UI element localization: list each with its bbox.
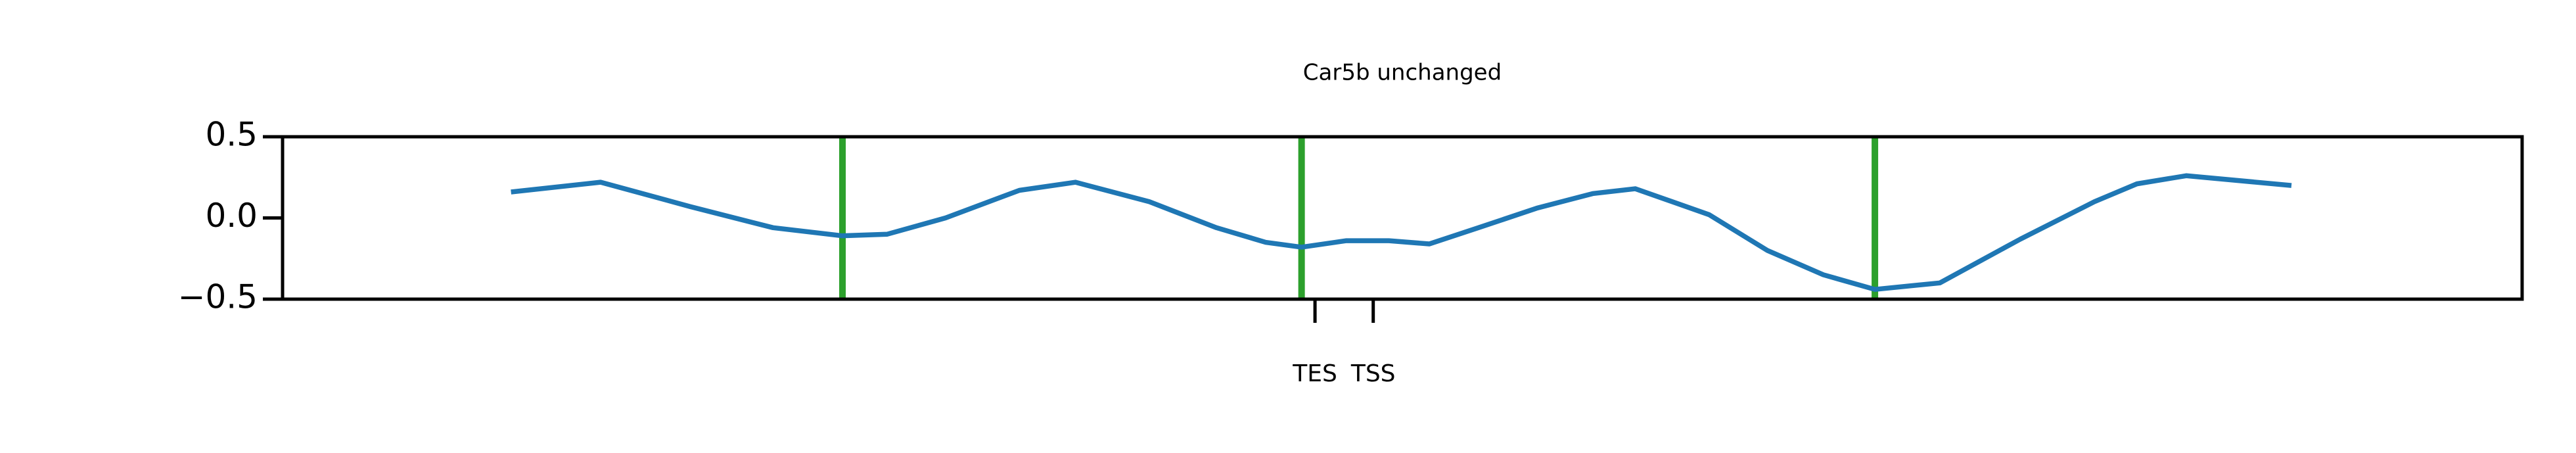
x-tick-label: TES [1292, 360, 1337, 387]
y-tick-label: 0.5 [205, 116, 258, 154]
plot-frame [281, 135, 2524, 301]
y-tick-label: 0.0 [205, 197, 258, 235]
chart-title: Car5b unchanged [1303, 60, 1502, 86]
data-line [511, 173, 2292, 292]
x-tick-label: TSS [1350, 360, 1396, 387]
y-tick-label: −0.5 [178, 278, 258, 316]
